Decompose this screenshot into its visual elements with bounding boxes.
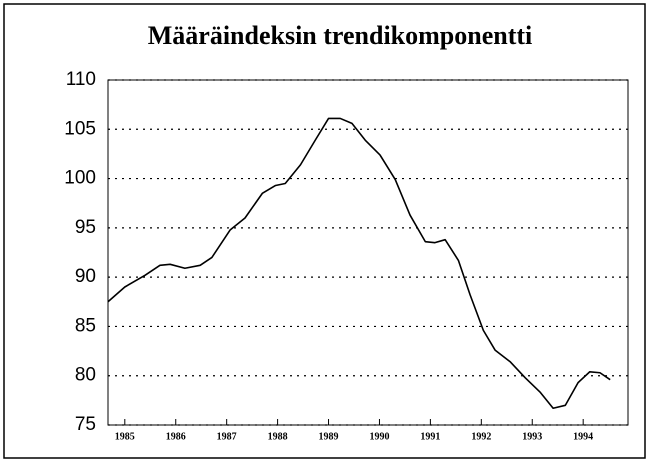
x-tick-label: 1987 [217, 431, 237, 442]
x-tick-label: 1988 [268, 431, 288, 442]
y-tick-label: 85 [75, 315, 96, 336]
y-tick-label: 100 [64, 168, 96, 189]
x-tick-label: 1992 [471, 431, 491, 442]
x-tick-label: 1986 [166, 431, 186, 442]
plot-area [107, 79, 629, 426]
chart-title: Määräindeksin trendikomponentti [148, 21, 533, 50]
x-tick-label: 1989 [319, 431, 339, 442]
y-tick-label: 90 [75, 266, 96, 287]
y-tick-label: 80 [75, 365, 96, 386]
line-series [107, 117, 611, 410]
y-tick-label: 95 [75, 217, 96, 238]
x-tick-label: 1985 [115, 431, 135, 442]
y-tick-label: 110 [66, 69, 96, 90]
y-tick-label: 75 [75, 414, 96, 435]
x-tick-label: 1991 [420, 431, 440, 442]
x-tick-label: 1990 [369, 431, 389, 442]
y-tick-label: 105 [64, 118, 96, 139]
x-tick-label: 1993 [522, 431, 542, 442]
x-tick-label: 1994 [573, 431, 593, 442]
frame [3, 3, 646, 459]
